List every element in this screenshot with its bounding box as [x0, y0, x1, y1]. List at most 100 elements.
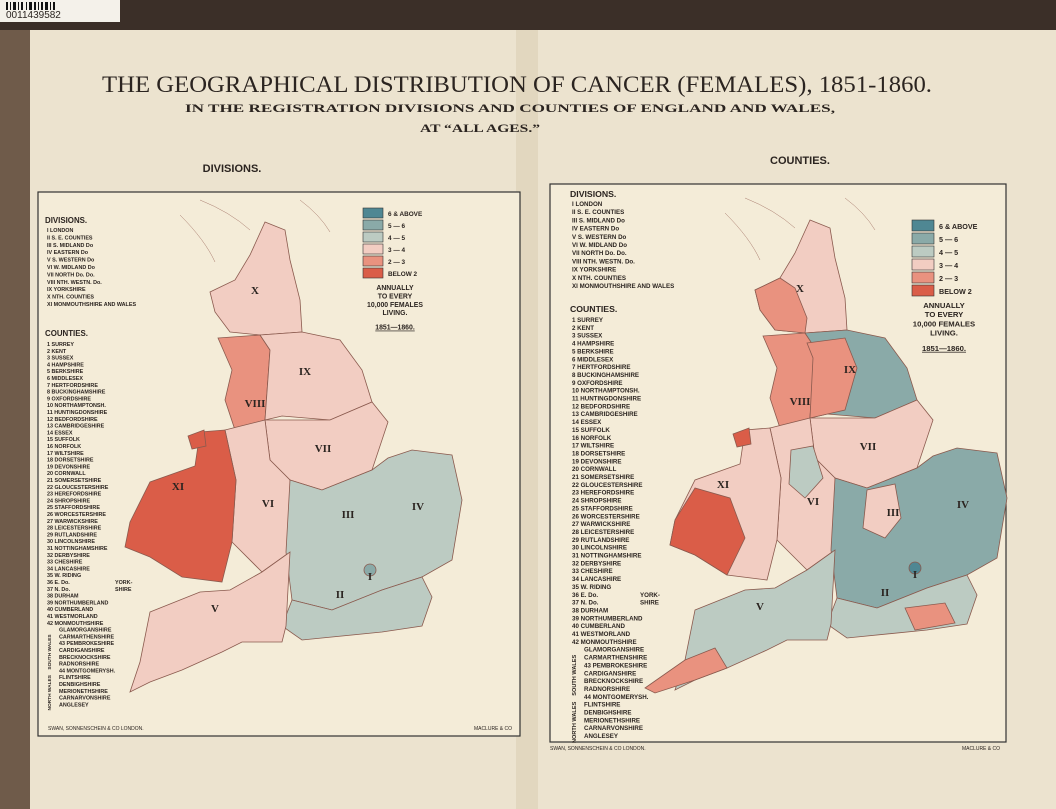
- county-entry: 23 HEREFORDSHIRE: [572, 490, 634, 497]
- county-entry: 31 NOTTINGHAMSHIRE: [47, 546, 108, 552]
- county-entry: 4 HAMPSHIRE: [572, 341, 614, 348]
- county-entry: 12 BEDFORDSHIRE: [47, 417, 98, 423]
- county-entry: 42 MONMOUTHSHIRE: [572, 639, 637, 646]
- county-entry: 26 WORCESTERSHIRE: [47, 512, 106, 518]
- printer: MACLURE & CO: [962, 746, 1000, 752]
- county-entry: 37 N. Do.: [47, 587, 71, 593]
- county-entry: 27 WARWICKSHIRE: [47, 519, 98, 525]
- county-entry: 44 MONTGOMERYSH.: [59, 668, 116, 674]
- county-entry: BRECKNOCKSHIRE: [59, 655, 111, 661]
- map-label: IX: [299, 366, 311, 378]
- legend-note: 10,000 FEMALES: [913, 319, 975, 328]
- legend-note: TO EVERY: [925, 310, 963, 319]
- legend-note: 10,000 FEMALES: [367, 302, 423, 309]
- group-label: NORTH WALES: [572, 701, 578, 743]
- region: [644, 647, 728, 694]
- county-entry: 29 RUTLANDSHIRE: [47, 532, 97, 538]
- county-entry: 41 WESTMORLAND: [47, 614, 98, 620]
- bracket-label: SHIRE: [640, 600, 659, 607]
- division-entry: XI MONMOUTHSHIRE AND WALES: [47, 302, 136, 308]
- division-entry: IV EASTERN Do: [47, 250, 89, 256]
- county-entry: 41 WESTMORLAND: [572, 631, 631, 638]
- region: [908, 561, 922, 575]
- title: THE GEOGRAPHICAL DISTRIBUTION OF CANCER …: [102, 72, 932, 97]
- division-entry: VIII NTH. WESTN. Do.: [572, 258, 635, 265]
- region: [124, 429, 237, 583]
- county-entry: RADNORSHIRE: [59, 662, 100, 668]
- map-label: II: [336, 589, 345, 601]
- county-entry: GLAMORGANSHIRE: [584, 647, 644, 654]
- legend-swatch: [362, 219, 384, 231]
- legend-label: 3 — 4: [388, 247, 405, 254]
- county-entry: 6 MIDDLESEX: [572, 356, 614, 363]
- legend-swatch: [911, 284, 935, 297]
- list-heading: DIVISIONS.: [570, 189, 616, 199]
- county-entry: 30 LINCOLNSHIRE: [47, 539, 95, 545]
- county-entry: 11 HUNTINGDONSHIRE: [47, 410, 108, 416]
- division-entry: IV EASTERN Do: [572, 226, 619, 233]
- county-entry: 5 BERKSHIRE: [47, 369, 84, 375]
- county-entry: 39 NORTHUMBERLAND: [572, 615, 643, 622]
- scotland-outline: [724, 197, 876, 261]
- group-label: SOUTH WALES: [47, 634, 53, 670]
- region: [732, 427, 752, 448]
- county-entry: 17 WILTSHIRE: [572, 443, 614, 450]
- county-entry: FLINTSHIRE: [59, 675, 91, 681]
- county-entry: 31 NOTTINGHAMSHIRE: [572, 553, 641, 560]
- legend-label: BELOW 2: [388, 271, 418, 278]
- map-label: X: [796, 283, 804, 295]
- division-entry: IX YORKSHIRE: [572, 267, 616, 274]
- map-heading: DIVISIONS.: [203, 163, 262, 175]
- county-entry: 1 SURREY: [572, 317, 604, 324]
- map-label: VIII: [790, 396, 811, 408]
- legend-label: 5 — 6: [388, 223, 405, 230]
- legend-swatch: [362, 267, 384, 279]
- county-entry: 42 MONMOUTHSHIRE: [47, 621, 104, 627]
- division-entry: V S. WESTERN Do: [572, 234, 627, 241]
- county-entry: 23 HEREFORDSHIRE: [47, 492, 102, 498]
- division-entry: VII NORTH Do. Do.: [47, 272, 95, 278]
- county-entry: 5 BERKSHIRE: [572, 348, 614, 355]
- legend-label: 2 — 3: [388, 259, 405, 266]
- county-entry: CARMARTHENSHIRE: [59, 634, 115, 640]
- bracket-label: YORK-: [640, 592, 660, 599]
- legend-label: 6 & ABOVE: [388, 211, 423, 218]
- legend-label: 3 — 4: [939, 261, 958, 270]
- county-entry: 38 DURHAM: [47, 594, 79, 600]
- region: [904, 602, 956, 631]
- county-entry: 37 N. Do.: [572, 600, 599, 607]
- county-entry: 43 PEMBROKESHIRE: [584, 662, 647, 669]
- county-entry: 8 BUCKINGHAMSHIRE: [572, 372, 639, 379]
- county-entry: 32 DERBYSHIRE: [572, 560, 621, 567]
- county-entry: CARDIGANSHIRE: [584, 670, 636, 677]
- county-entry: 21 SOMERSETSHIRE: [47, 478, 102, 484]
- bracket-label: YORK-: [115, 580, 133, 586]
- county-entry: 14 ESSEX: [47, 430, 73, 436]
- county-entry: 22 GLOUCESTERSHIRE: [572, 482, 642, 489]
- county-entry: 32 DERBYSHIRE: [47, 553, 90, 559]
- county-entry: 7 HERTFORDSHIRE: [47, 383, 98, 389]
- legend-swatch: [362, 231, 384, 243]
- division-entry: II S. E. COUNTIES: [47, 235, 93, 241]
- fold: [516, 30, 538, 809]
- division-entry: III S. MIDLAND Do: [572, 217, 625, 224]
- county-entry: 1 SURREY: [47, 342, 74, 348]
- region: [363, 563, 377, 577]
- map-label: III: [887, 507, 900, 519]
- county-entry: 26 WORCESTERSHIRE: [572, 513, 640, 520]
- county-entry: 19 DEVONSHIRE: [47, 464, 91, 470]
- county-entry: 3 SUSSEX: [47, 356, 74, 362]
- county-entry: 33 CHESHIRE: [47, 560, 83, 566]
- county-entry: CARNARVONSHIRE: [584, 725, 643, 732]
- county-entry: 29 RUTLANDSHIRE: [572, 537, 629, 544]
- map-label: II: [881, 587, 890, 599]
- county-entry: 15 SUFFOLK: [572, 427, 610, 434]
- division-entry: III S. MIDLAND Do: [47, 243, 94, 249]
- county-entry: 17 WILTSHIRE: [47, 451, 84, 457]
- county-entry: 6 MIDDLESEX: [47, 376, 83, 382]
- map-label: I: [913, 569, 917, 581]
- legend-swatch: [362, 207, 384, 219]
- legend-swatch: [911, 219, 935, 232]
- legend-note: TO EVERY: [378, 293, 413, 300]
- county-entry: 43 PEMBROKESHIRE: [59, 641, 115, 647]
